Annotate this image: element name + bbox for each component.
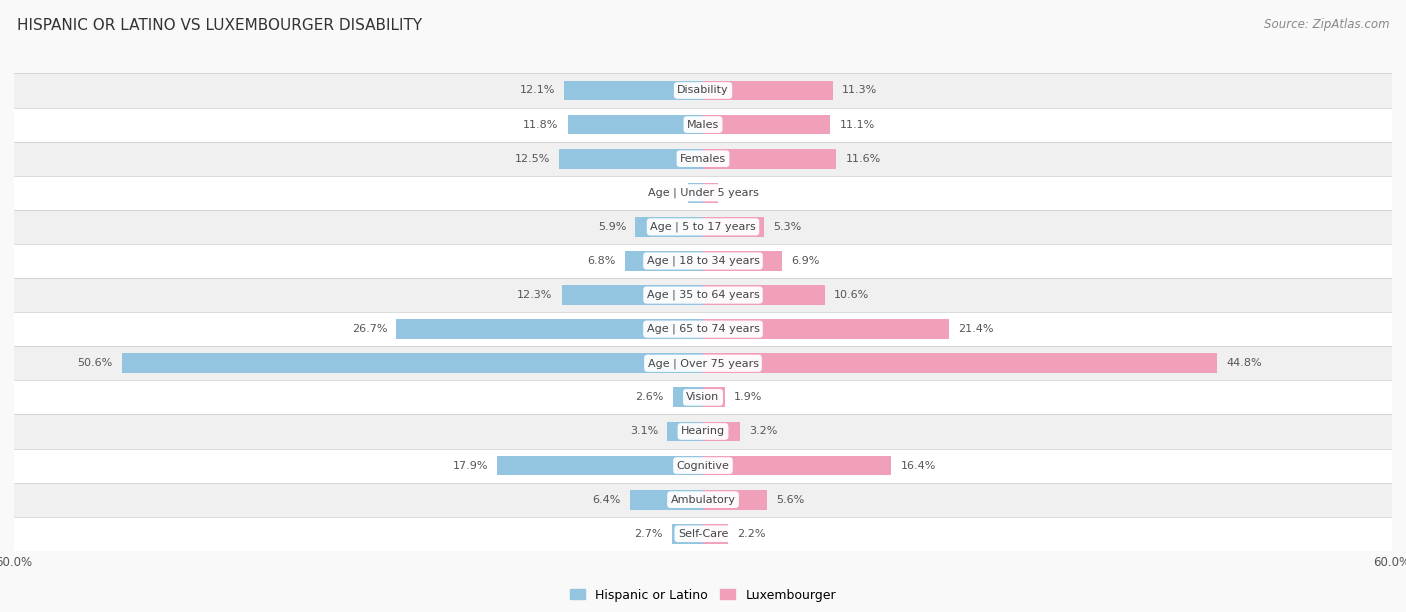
Bar: [498, 456, 703, 476]
Text: 26.7%: 26.7%: [352, 324, 387, 334]
Text: 3.2%: 3.2%: [749, 427, 778, 436]
Bar: [14, 141, 1392, 176]
Bar: [14, 449, 1392, 483]
Bar: [703, 149, 837, 168]
Text: Age | 65 to 74 years: Age | 65 to 74 years: [647, 324, 759, 334]
Text: 16.4%: 16.4%: [900, 461, 936, 471]
Bar: [564, 81, 703, 100]
Text: Age | Under 5 years: Age | Under 5 years: [648, 187, 758, 198]
Bar: [703, 251, 782, 271]
Text: 12.1%: 12.1%: [519, 86, 555, 95]
Text: Disability: Disability: [678, 86, 728, 95]
Text: 2.2%: 2.2%: [738, 529, 766, 539]
Bar: [703, 524, 728, 543]
Bar: [703, 387, 725, 407]
Text: 10.6%: 10.6%: [834, 290, 869, 300]
Bar: [14, 414, 1392, 449]
Bar: [14, 346, 1392, 380]
Text: 50.6%: 50.6%: [77, 358, 112, 368]
Text: 5.3%: 5.3%: [773, 222, 801, 232]
Text: Vision: Vision: [686, 392, 720, 402]
Text: 12.5%: 12.5%: [515, 154, 550, 163]
Bar: [688, 183, 703, 203]
Text: 6.8%: 6.8%: [588, 256, 616, 266]
Text: 11.8%: 11.8%: [523, 119, 558, 130]
Text: 11.6%: 11.6%: [845, 154, 880, 163]
Bar: [703, 422, 740, 441]
Bar: [14, 244, 1392, 278]
Text: 44.8%: 44.8%: [1226, 358, 1263, 368]
Text: 1.3%: 1.3%: [727, 188, 755, 198]
Bar: [703, 490, 768, 510]
Text: Age | 35 to 64 years: Age | 35 to 64 years: [647, 290, 759, 300]
Text: Males: Males: [688, 119, 718, 130]
Bar: [396, 319, 703, 339]
Bar: [703, 285, 825, 305]
Text: Self-Care: Self-Care: [678, 529, 728, 539]
Bar: [703, 114, 831, 135]
Bar: [703, 81, 832, 100]
Bar: [636, 217, 703, 237]
Text: 6.9%: 6.9%: [792, 256, 820, 266]
Bar: [14, 278, 1392, 312]
Text: Females: Females: [681, 154, 725, 163]
Text: 17.9%: 17.9%: [453, 461, 488, 471]
Text: 11.1%: 11.1%: [839, 119, 875, 130]
Bar: [568, 114, 703, 135]
Text: Age | 5 to 17 years: Age | 5 to 17 years: [650, 222, 756, 232]
Text: HISPANIC OR LATINO VS LUXEMBOURGER DISABILITY: HISPANIC OR LATINO VS LUXEMBOURGER DISAB…: [17, 18, 422, 34]
Bar: [14, 176, 1392, 210]
Bar: [14, 108, 1392, 141]
Text: 6.4%: 6.4%: [592, 494, 620, 505]
Text: 11.3%: 11.3%: [842, 86, 877, 95]
Bar: [560, 149, 703, 168]
Bar: [703, 183, 718, 203]
Text: Age | Over 75 years: Age | Over 75 years: [648, 358, 758, 368]
Bar: [668, 422, 703, 441]
Text: 1.3%: 1.3%: [651, 188, 679, 198]
Text: Ambulatory: Ambulatory: [671, 494, 735, 505]
Bar: [624, 251, 703, 271]
Bar: [630, 490, 703, 510]
Legend: Hispanic or Latino, Luxembourger: Hispanic or Latino, Luxembourger: [565, 584, 841, 606]
Bar: [14, 312, 1392, 346]
Bar: [14, 73, 1392, 108]
Text: 5.9%: 5.9%: [598, 222, 626, 232]
Bar: [672, 524, 703, 543]
Bar: [14, 210, 1392, 244]
Text: 1.9%: 1.9%: [734, 392, 762, 402]
Bar: [14, 483, 1392, 517]
Text: 5.6%: 5.6%: [776, 494, 804, 505]
Bar: [703, 456, 891, 476]
Bar: [562, 285, 703, 305]
Text: Hearing: Hearing: [681, 427, 725, 436]
Text: Source: ZipAtlas.com: Source: ZipAtlas.com: [1264, 18, 1389, 31]
Bar: [673, 387, 703, 407]
Text: 2.6%: 2.6%: [636, 392, 664, 402]
Text: 2.7%: 2.7%: [634, 529, 662, 539]
Bar: [14, 517, 1392, 551]
Bar: [14, 380, 1392, 414]
Text: Age | 18 to 34 years: Age | 18 to 34 years: [647, 256, 759, 266]
Bar: [122, 353, 703, 373]
Bar: [703, 319, 949, 339]
Text: 21.4%: 21.4%: [957, 324, 994, 334]
Text: 12.3%: 12.3%: [517, 290, 553, 300]
Text: Cognitive: Cognitive: [676, 461, 730, 471]
Bar: [703, 353, 1218, 373]
Bar: [703, 217, 763, 237]
Text: 3.1%: 3.1%: [630, 427, 658, 436]
